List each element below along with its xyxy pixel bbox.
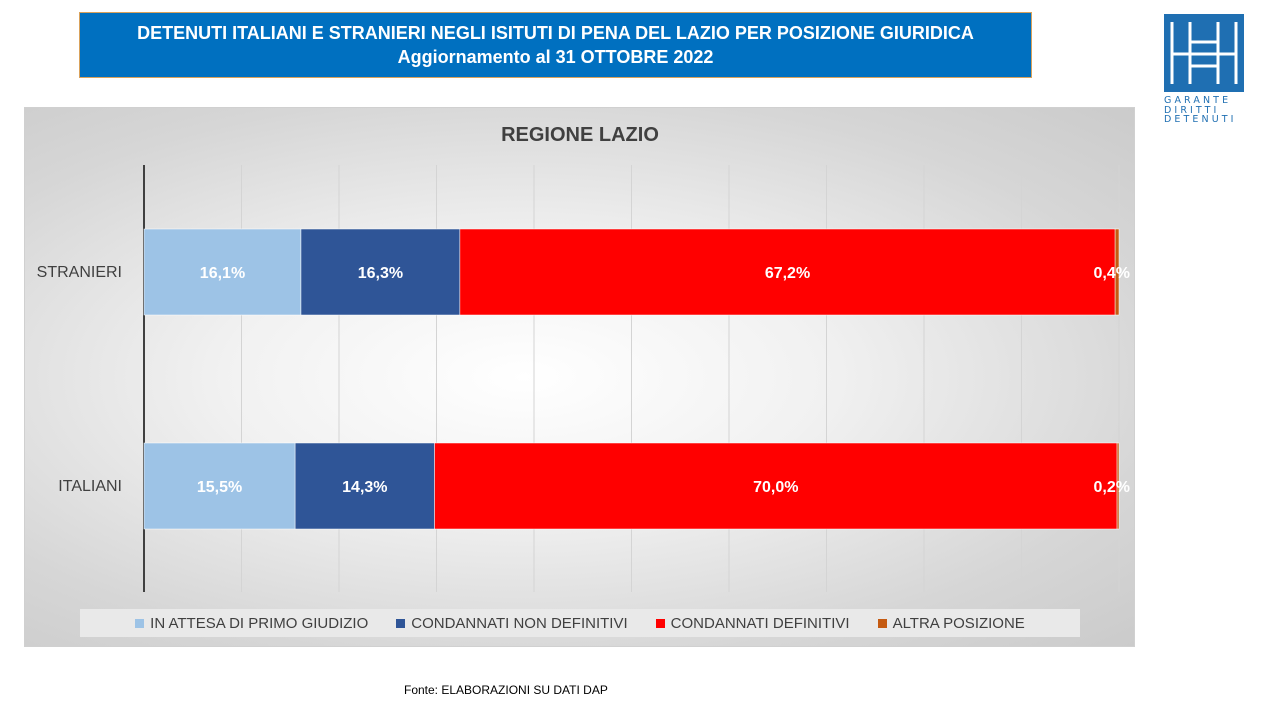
chart-title: REGIONE LAZIO	[501, 124, 659, 146]
data-label: 70,0%	[753, 479, 798, 496]
legend-item: CONDANNATI DEFINITIVI	[655, 614, 850, 632]
legend-item: ALTRA POSIZIONE	[877, 614, 1025, 632]
data-label: 0,2%	[1094, 479, 1130, 496]
title-banner: DETENUTI ITALIANI E STRANIERI NEGLI ISIT…	[79, 12, 1032, 78]
bar-segment	[143, 228, 302, 316]
legend-swatch	[396, 618, 406, 628]
legend-label: CONDANNATI NON DEFINITIVI	[411, 614, 628, 632]
legend-swatch	[135, 618, 145, 628]
legend-label: IN ATTESA DI PRIMO GIUDIZIO	[150, 614, 369, 632]
logo-text-line: GARANTE	[1164, 95, 1232, 106]
legend-label: ALTRA POSIZIONE	[892, 614, 1025, 632]
legend-swatch	[655, 618, 665, 628]
chart-area	[24, 107, 1135, 647]
category-label: STRANIERI	[37, 264, 122, 281]
banner-subtitle: Aggiornamento al 31 OTTOBRE 2022	[397, 47, 714, 67]
legend-item: IN ATTESA DI PRIMO GIUDIZIO	[135, 615, 368, 632]
logo-text: GARANTE DIRITTI DETENUTI	[1164, 96, 1246, 125]
legend-swatch	[877, 618, 887, 628]
category-label: ITALIANI	[58, 478, 122, 495]
bar-segment	[294, 442, 435, 530]
logo-text-line: DETENUTI	[1164, 114, 1237, 125]
bar-segment	[1116, 442, 1120, 530]
data-label: 15,5%	[197, 479, 242, 496]
data-label: 14,3%	[342, 479, 387, 496]
bar-segment	[143, 442, 296, 530]
legend-item: CONDANNATI NON DEFINITIVI	[396, 614, 628, 632]
data-label: 16,3%	[358, 265, 403, 282]
logo-text-line: DIRITTI	[1164, 104, 1220, 116]
bar-segment	[459, 228, 1116, 316]
bar-segment	[434, 442, 1118, 530]
source-note: Fonte: ELABORAZIONI SU DATI DAP	[404, 683, 608, 697]
legend-label: CONDANNATI DEFINITIVI	[670, 614, 850, 632]
data-label: 16,1%	[200, 265, 245, 282]
bar-segment	[300, 228, 461, 316]
garante-logo: GARANTE DIRITTI DETENUTI	[1164, 14, 1246, 125]
data-label: 67,2%	[765, 265, 810, 282]
chart-legend: IN ATTESA DI PRIMO GIUDIZIO CONDANNATI NO…	[80, 609, 1080, 637]
banner-title: DETENUTI ITALIANI E STRANIERI NEGLI ISIT…	[137, 23, 974, 43]
data-label: 0,4%	[1094, 265, 1130, 282]
logo-mark-icon	[1164, 14, 1244, 92]
bar-segment	[1114, 228, 1120, 316]
